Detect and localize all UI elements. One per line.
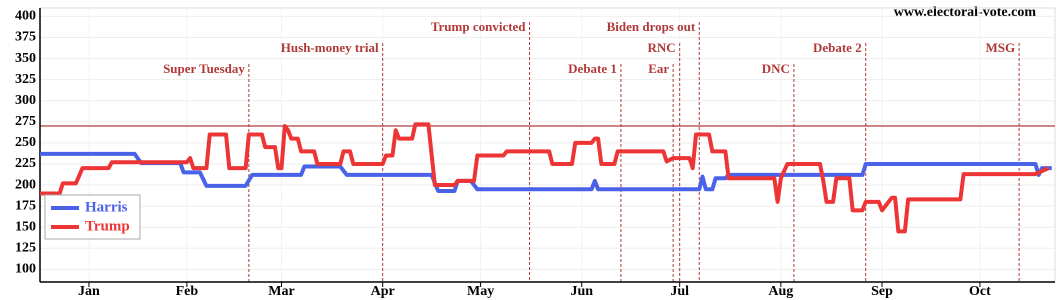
event-label: Debate 1: [568, 61, 617, 76]
event-label: Hush-money trial: [281, 40, 379, 55]
x-tick-label: Aug: [768, 284, 793, 299]
y-tick-label: 125: [15, 240, 36, 255]
event-label: Super Tuesday: [163, 61, 245, 76]
event-label: MSG: [985, 40, 1015, 55]
y-tick-label: 325: [15, 72, 36, 87]
event-label: Biden drops out: [607, 19, 696, 34]
y-tick-label: 250: [15, 135, 36, 150]
y-tick-label: 100: [15, 262, 36, 277]
legend-label: Trump: [85, 218, 130, 234]
legend-box: [44, 194, 141, 240]
y-tick-label: 200: [15, 177, 36, 192]
y-tick-label: 225: [15, 156, 36, 171]
y-tick-label: 375: [15, 30, 36, 45]
x-tick-label: Jun: [570, 284, 593, 299]
y-tick-label: 175: [15, 198, 36, 213]
event-label: Ear: [648, 61, 669, 76]
x-tick-label: Oct: [969, 284, 991, 299]
x-tick-label: Apr: [371, 284, 395, 299]
event-label: RNC: [648, 40, 676, 55]
y-tick-label: 150: [15, 219, 36, 234]
x-tick-label: Jan: [78, 284, 100, 299]
event-label: Debate 2: [813, 40, 862, 55]
x-tick-label: Jul: [670, 284, 689, 299]
x-tick-label: Feb: [176, 284, 199, 299]
event-label: DNC: [762, 61, 790, 76]
y-tick-label: 300: [15, 93, 36, 108]
series-line: [40, 122, 1050, 234]
y-tick-label: 350: [15, 51, 36, 66]
source-label: www.electoral-vote.com: [894, 5, 1037, 20]
y-tick-label: 275: [15, 114, 36, 129]
x-tick-label: Mar: [268, 284, 294, 299]
event-label: Trump convicted: [431, 19, 526, 34]
y-tick-label: 400: [15, 9, 36, 24]
x-tick-label: May: [467, 284, 494, 299]
legend-label: Harris: [85, 199, 128, 215]
plot-frame: [39, 7, 1056, 283]
x-tick-label: Sep: [871, 284, 893, 299]
